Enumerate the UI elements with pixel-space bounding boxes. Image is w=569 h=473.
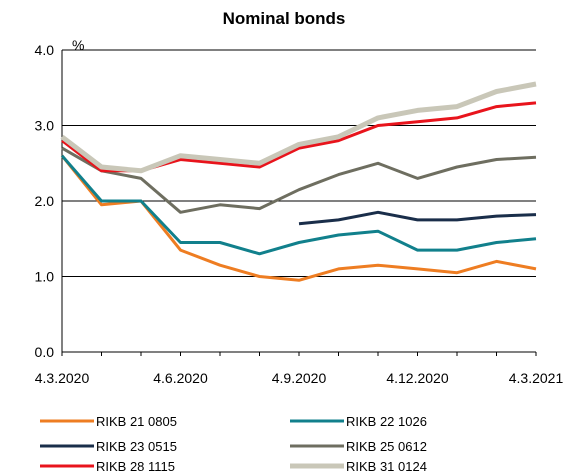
legend-label: RIKB 22 1026 [346,414,427,429]
series-lines [60,81,537,282]
legend-label: RIKB 31 0124 [346,459,427,473]
legend-label: RIKB 25 0612 [346,439,427,454]
series-line [61,101,537,173]
y-tick-labels: 0.0 1.0 2.0 3.0 4.0 [35,42,55,360]
y-tick-label: 1.0 [35,269,55,285]
x-tick-label: 4.6.2020 [153,370,208,386]
series-line [60,81,537,174]
axes [61,50,537,356]
series-line [60,154,537,256]
x-tick-label: 4.9.2020 [272,370,327,386]
y-tick-label: 3.0 [35,118,55,134]
y-tick-label: 2.0 [35,193,55,209]
chart-title: Nominal bonds [223,9,346,28]
y-tick-label: 4.0 [35,42,55,58]
legend: RIKB 21 0805 RIKB 22 1026 RIKB 23 0515 RIKB… [40,414,427,473]
y-tick-label: 0.0 [35,344,55,360]
legend-label: RIKB 23 0515 [96,439,177,454]
x-tick-label: 4.3.2020 [35,370,90,386]
series-line [61,146,537,214]
x-tick-labels: 4.3.2020 4.6.2020 4.9.2020 4.12.2020 4.3.202… [35,370,564,386]
y-axis-unit-label: % [72,37,84,53]
legend-label: RIKB 21 0805 [96,414,177,429]
x-tick-label: 4.12.2020 [386,370,448,386]
x-tick-label: 4.3.2021 [509,370,564,386]
series-line [298,210,537,226]
legend-label: RIKB 28 1115 [96,459,175,473]
